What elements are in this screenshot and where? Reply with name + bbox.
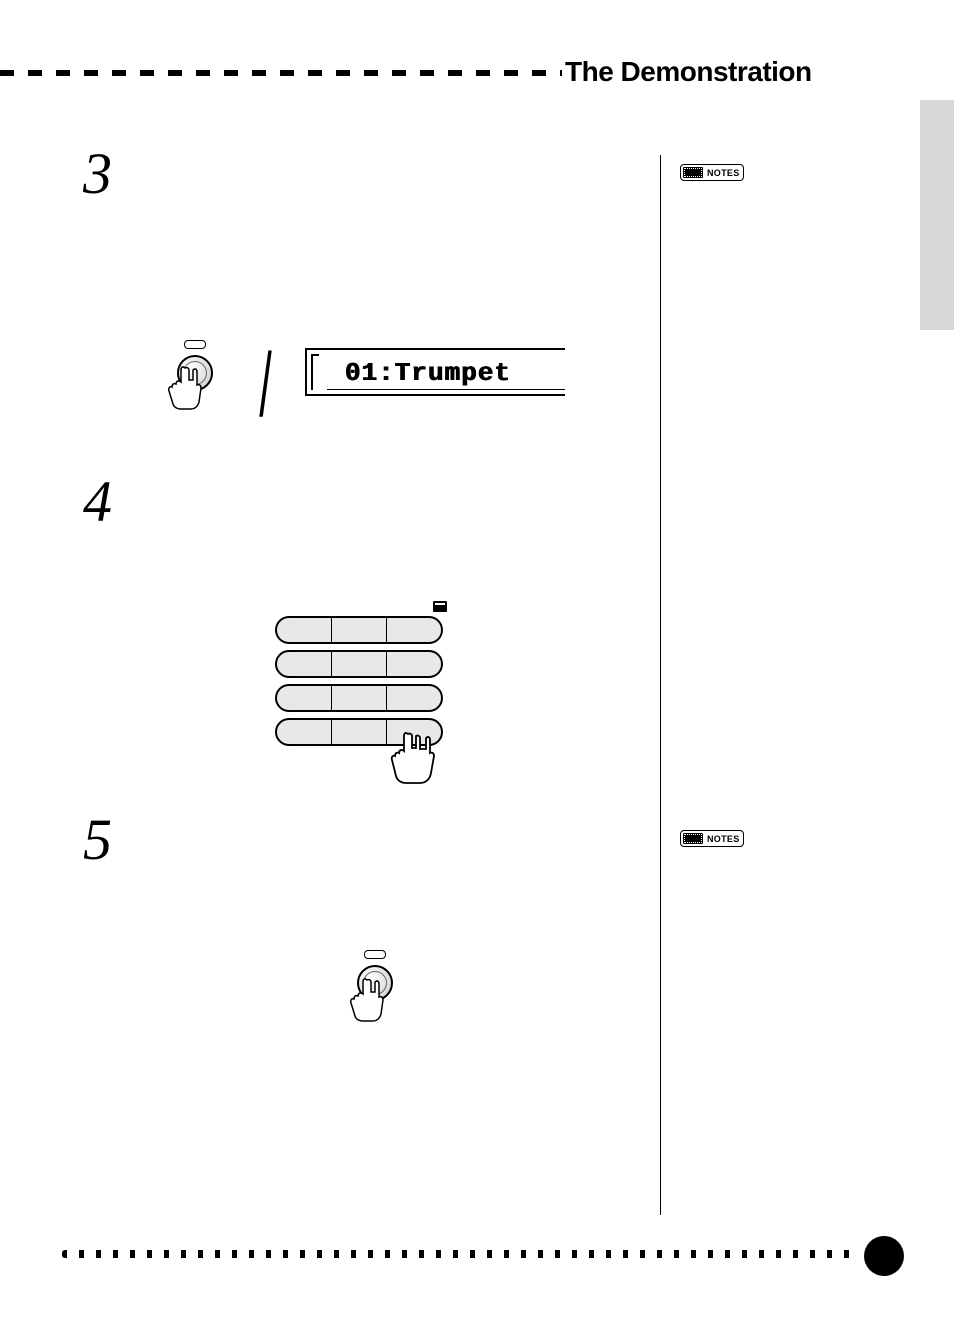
figure-step-5 xyxy=(345,950,405,1045)
lcd-text: 01:Trumpet xyxy=(345,358,511,388)
keypad-row xyxy=(275,650,443,678)
figure-step-4 xyxy=(275,616,450,796)
lcd-display: 01:Trumpet xyxy=(305,348,565,396)
keypad-key xyxy=(387,686,441,710)
page-tab-mark xyxy=(920,100,954,330)
page-title: The Demonstration xyxy=(565,56,812,88)
vertical-divider xyxy=(660,155,661,1215)
notes-label: NOTES xyxy=(707,834,740,844)
keypad-row xyxy=(275,684,443,712)
hand-pointer-icon xyxy=(380,726,455,791)
figure-step-3: / 01:Trumpet xyxy=(165,340,585,435)
keyboard-icon xyxy=(683,833,703,844)
keypad-key xyxy=(277,686,332,710)
keypad-key xyxy=(277,720,332,744)
step-number-4: 4 xyxy=(83,468,112,535)
keypad-key xyxy=(332,720,387,744)
footer-dots xyxy=(62,1250,852,1258)
keyboard-icon xyxy=(683,167,703,178)
header-dash-line xyxy=(0,70,562,76)
led-indicator xyxy=(364,950,386,959)
step-number-5: 5 xyxy=(83,806,112,873)
keypad-key xyxy=(332,618,387,642)
keypad-key xyxy=(277,652,332,676)
keypad-key xyxy=(387,618,441,642)
page-number-circle xyxy=(864,1236,904,1276)
notes-label: NOTES xyxy=(707,168,740,178)
slash-divider: / xyxy=(259,335,272,438)
hand-pointer-icon xyxy=(339,972,399,1022)
hand-pointer-icon xyxy=(157,360,217,410)
cart-badge-icon xyxy=(432,598,448,614)
step-number-3: 3 xyxy=(83,140,112,207)
led-indicator xyxy=(184,340,206,349)
keypad-key xyxy=(332,652,387,676)
notes-badge: NOTES xyxy=(680,830,744,847)
demo-button-illustration xyxy=(165,340,225,425)
keypad-row xyxy=(275,616,443,644)
keypad-key xyxy=(332,686,387,710)
keypad-key xyxy=(277,618,332,642)
keypad-key xyxy=(387,652,441,676)
notes-badge: NOTES xyxy=(680,164,744,181)
